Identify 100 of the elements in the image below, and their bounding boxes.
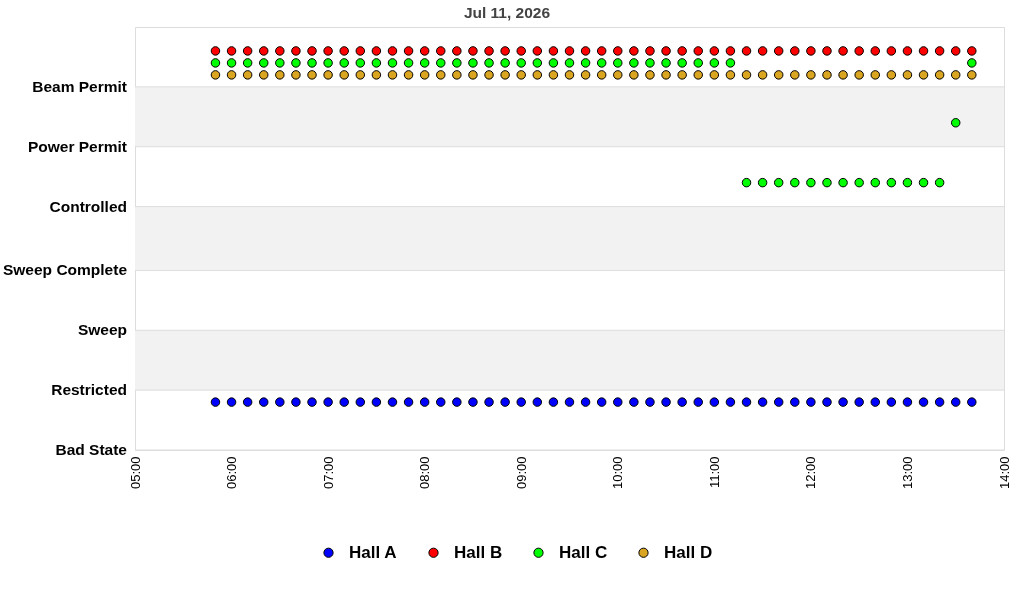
point <box>870 70 880 80</box>
x-tick-label: 12:00 <box>803 456 819 490</box>
point <box>613 70 623 80</box>
point <box>580 46 591 56</box>
point <box>967 397 977 407</box>
point <box>452 46 462 56</box>
point <box>323 58 333 68</box>
point <box>629 58 639 68</box>
point <box>693 70 703 80</box>
point <box>564 46 575 56</box>
point <box>436 46 446 56</box>
point <box>516 46 526 56</box>
point <box>468 397 478 407</box>
point <box>934 177 945 188</box>
point <box>468 58 478 68</box>
point <box>371 397 382 407</box>
point <box>677 397 687 407</box>
point <box>870 46 880 56</box>
point <box>419 397 430 407</box>
point <box>532 46 543 56</box>
point <box>468 70 478 80</box>
x-tick-label: 11:00 <box>706 456 722 489</box>
point <box>773 46 784 56</box>
point <box>516 70 526 80</box>
point <box>677 58 687 68</box>
point <box>934 46 945 56</box>
point <box>725 397 736 407</box>
point <box>725 58 736 68</box>
point <box>806 46 816 56</box>
point <box>242 46 253 56</box>
point <box>291 397 301 407</box>
point <box>725 70 736 80</box>
point <box>822 70 832 80</box>
point <box>291 46 301 56</box>
point <box>307 70 317 80</box>
point <box>532 397 543 407</box>
point <box>902 46 913 56</box>
legend-label: Hall D <box>664 542 713 562</box>
point <box>323 397 333 407</box>
point <box>387 70 398 80</box>
point <box>773 177 784 188</box>
point <box>870 397 880 407</box>
point <box>436 397 446 407</box>
point <box>838 70 848 80</box>
point <box>275 46 285 56</box>
x-tick-label: 08:00 <box>417 456 433 490</box>
point <box>355 397 366 407</box>
point <box>902 177 913 188</box>
point <box>741 46 752 56</box>
point <box>886 177 897 188</box>
point <box>838 397 848 407</box>
point <box>436 58 446 68</box>
point <box>564 397 575 407</box>
point <box>870 177 880 188</box>
point <box>419 58 430 68</box>
point <box>259 46 269 56</box>
ref-line-label: Bad State <box>55 441 128 458</box>
point <box>242 397 253 407</box>
ref-line-label: Sweep Complete <box>2 261 128 279</box>
point <box>645 70 655 80</box>
point <box>339 46 349 56</box>
point <box>902 70 913 80</box>
point <box>387 46 398 56</box>
point <box>886 397 897 407</box>
ref-line-label: Power Permit <box>27 137 127 155</box>
point <box>500 58 510 68</box>
point <box>822 397 832 407</box>
point <box>854 46 864 56</box>
ref-line-label: Restricted <box>51 381 127 399</box>
point <box>532 58 543 68</box>
ref-line-label: Controlled <box>49 197 127 215</box>
point <box>854 397 864 407</box>
x-tick-label: 05:00 <box>127 456 143 490</box>
point <box>371 58 382 68</box>
point <box>548 70 559 80</box>
point <box>613 58 623 68</box>
point <box>371 46 382 56</box>
point <box>564 70 575 80</box>
point <box>516 58 526 68</box>
point <box>693 397 703 407</box>
point <box>950 397 961 407</box>
chart-title: Jul 11, 2026 <box>463 3 551 21</box>
point <box>259 70 269 80</box>
point <box>822 46 832 56</box>
point <box>934 70 945 80</box>
point <box>629 70 639 80</box>
point <box>307 46 317 56</box>
point <box>403 58 414 68</box>
point <box>548 46 559 56</box>
point <box>226 397 237 407</box>
point <box>838 177 848 188</box>
point <box>661 46 671 56</box>
point <box>419 70 430 80</box>
point <box>629 397 639 407</box>
x-tick-label: 06:00 <box>224 456 240 490</box>
point <box>645 46 655 56</box>
point <box>275 397 285 407</box>
point <box>822 177 832 188</box>
point <box>500 397 510 407</box>
x-tick-label: 14:00 <box>996 456 1012 490</box>
